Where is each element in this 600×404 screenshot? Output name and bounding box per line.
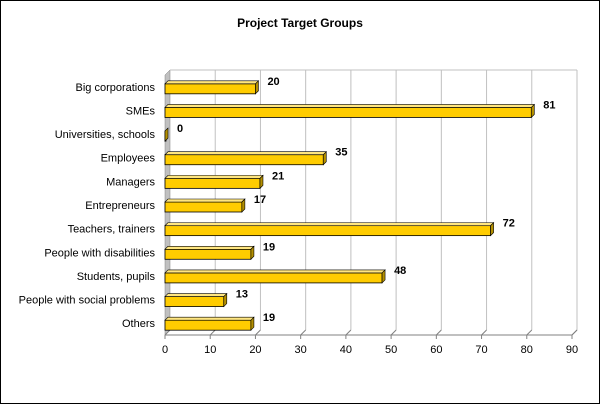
data-label: 21 xyxy=(272,170,284,182)
bar-top xyxy=(164,175,264,179)
x-tick-label: 10 xyxy=(204,344,216,356)
bar xyxy=(164,103,536,119)
category-label: Managers xyxy=(106,176,155,188)
bar-side xyxy=(490,221,494,237)
floor-line xyxy=(481,329,487,336)
bar-top xyxy=(164,80,260,85)
floor-line xyxy=(164,329,171,336)
floor-line xyxy=(435,329,442,336)
data-label: 13 xyxy=(236,289,248,301)
x-tick-label: 40 xyxy=(340,344,352,356)
category-label: Entrepreneurs xyxy=(85,200,155,212)
category-label: Employees xyxy=(101,153,156,165)
floor-line xyxy=(255,329,261,336)
bar xyxy=(164,292,228,308)
bar-side xyxy=(381,269,386,284)
bar xyxy=(164,316,255,331)
bar-front xyxy=(164,201,243,213)
bar-side xyxy=(164,127,169,142)
category-label: Others xyxy=(122,318,156,330)
chart-title: Project Target Groups xyxy=(237,16,363,30)
x-axis-end xyxy=(571,329,578,336)
bar xyxy=(164,80,260,95)
x-tick-label: 70 xyxy=(475,344,487,356)
bar-top xyxy=(164,104,536,108)
category-label: Universities, schools xyxy=(55,129,156,141)
data-label: 17 xyxy=(254,194,266,206)
bar xyxy=(164,174,264,190)
bar xyxy=(164,245,255,260)
bar-side xyxy=(223,292,228,308)
bar-front xyxy=(164,248,252,260)
x-tick-label: 30 xyxy=(295,344,307,356)
data-label: 19 xyxy=(263,312,275,324)
bar-top xyxy=(164,198,246,203)
x-tick-label: 0 xyxy=(162,344,168,356)
bar-front xyxy=(164,296,225,307)
x-tick-label: 90 xyxy=(566,344,578,356)
data-label: 72 xyxy=(503,218,515,230)
category-label: SMEs xyxy=(126,105,156,117)
data-labels: 20 81 0 35 21 17 72 19 48 13 19 xyxy=(177,76,556,324)
bar-front xyxy=(164,83,256,95)
category-label: Students, pupils xyxy=(77,271,156,283)
bar-top xyxy=(164,245,255,250)
bar-side xyxy=(530,103,535,119)
bar-front xyxy=(164,177,261,189)
floor-line xyxy=(526,329,533,336)
bar xyxy=(164,221,495,237)
bar-front xyxy=(164,225,492,237)
bar-top xyxy=(164,316,255,321)
x-tick-label: 80 xyxy=(521,344,533,356)
x-tick-label: 60 xyxy=(430,344,442,356)
floor-line xyxy=(345,329,352,336)
category-label: Teachers, trainers xyxy=(68,224,156,236)
bar-top xyxy=(164,151,328,156)
bar-side xyxy=(322,151,327,166)
x-tick-label: 20 xyxy=(249,344,261,356)
floor-line xyxy=(300,329,307,336)
bar-front xyxy=(164,319,252,331)
bar xyxy=(164,198,246,213)
bar xyxy=(164,151,328,166)
floor-line xyxy=(390,329,397,336)
bar-top xyxy=(164,293,228,297)
bar xyxy=(164,127,169,142)
data-label: 81 xyxy=(543,99,555,111)
bar-side xyxy=(259,174,264,190)
category-label: People with social problems xyxy=(19,295,156,307)
category-labels: Big corporations SMEs Universities, school… xyxy=(19,82,156,330)
bar-front xyxy=(164,107,532,118)
x-tick-labels: 0 10 20 30 40 50 60 70 80 90 xyxy=(162,344,578,356)
bar-side xyxy=(255,80,259,95)
data-label: 20 xyxy=(267,76,279,88)
floor-line xyxy=(209,329,216,336)
category-label: People with disabilities xyxy=(44,247,155,259)
bar-top xyxy=(164,269,386,274)
axis-lines xyxy=(164,329,578,339)
bar-front xyxy=(164,154,324,166)
bar-side xyxy=(250,316,255,331)
data-label: 0 xyxy=(177,123,183,135)
bars xyxy=(164,80,536,331)
bar-side xyxy=(250,245,255,260)
category-label: Big corporations xyxy=(76,82,156,94)
x-tick-label: 50 xyxy=(385,344,397,356)
bar-top xyxy=(164,222,495,226)
data-label: 35 xyxy=(335,147,347,159)
data-label: 48 xyxy=(394,265,406,277)
data-label: 19 xyxy=(263,241,275,253)
bar xyxy=(164,269,386,284)
bar-front xyxy=(164,272,383,284)
bar-side xyxy=(241,198,246,213)
